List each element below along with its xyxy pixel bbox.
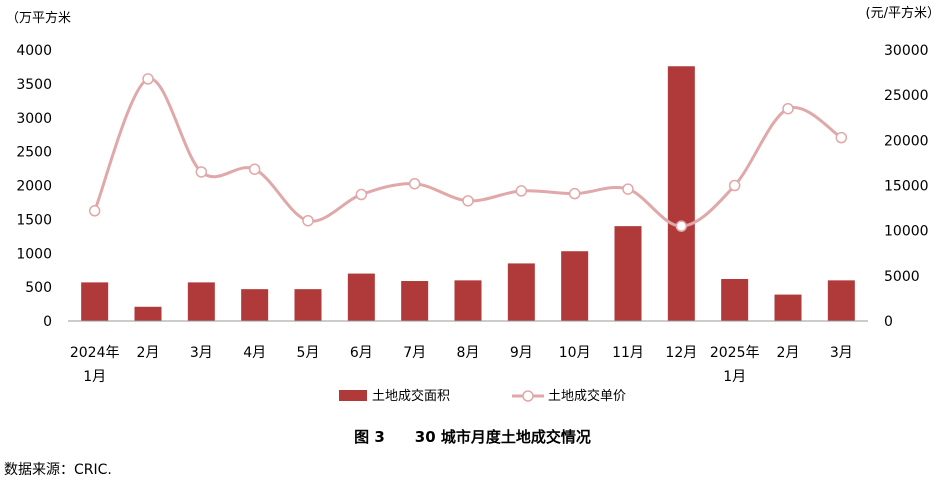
area-bar xyxy=(401,281,429,321)
area-bars xyxy=(81,66,855,321)
x-tick-labels: 2024年 1月 2月 3月 4月 5月 6月 7月 8月 9月 10月 11月 12月 2025年 1月 2… xyxy=(70,345,853,385)
price-point xyxy=(782,102,794,115)
area-bar xyxy=(614,226,642,321)
y-left-axis-label: （万平方米 xyxy=(6,10,71,26)
legend-line-marker xyxy=(522,390,534,402)
x-tick-label-line2: 1月 xyxy=(723,369,746,385)
x-tick-label: 2月 xyxy=(777,345,800,361)
y-left-tick-label: 1000 xyxy=(16,246,52,262)
price-point xyxy=(675,220,688,232)
price-point xyxy=(515,185,528,197)
y-left-tick-label: 0 xyxy=(43,314,52,330)
x-tick-label: 3月 xyxy=(190,345,213,361)
y-left-tick-label: 4000 xyxy=(16,43,52,59)
legend-line-label: 土地成交单价 xyxy=(548,388,626,404)
y-right-tick-label: 15000 xyxy=(884,179,929,195)
price-point xyxy=(835,131,848,144)
x-tick-label: 8月 xyxy=(457,345,480,361)
x-tick-label: 2024年 xyxy=(70,345,120,361)
price-point xyxy=(355,188,368,201)
x-tick-label: 2025年 xyxy=(710,345,760,361)
y-right-axis-label: (元/平方米） xyxy=(866,5,940,21)
legend-bar-swatch xyxy=(339,390,367,401)
y-right-tick-label: 25000 xyxy=(884,88,929,104)
area-bar xyxy=(667,66,695,321)
area-bar xyxy=(294,289,322,321)
x-tick-label-line2: 1月 xyxy=(83,369,106,385)
x-tick-label: 3月 xyxy=(830,345,853,361)
land-transaction-chart: （万平方米 (元/平方米） 0 500 1000 1500 2000 2500 3000 35… xyxy=(6,5,940,404)
price-line-series xyxy=(88,73,848,232)
y-left-tick-labels: 0 500 1000 1500 2000 2500 3000 3500 4000 xyxy=(16,43,52,330)
data-source-note: 数据来源：CRIC. xyxy=(4,462,112,478)
price-point xyxy=(408,177,421,190)
price-point xyxy=(248,163,261,175)
legend: 土地成交面积 土地成交单价 xyxy=(339,388,626,404)
x-tick-label: 6月 xyxy=(350,345,373,361)
price-point xyxy=(88,205,101,217)
y-left-tick-label: 3500 xyxy=(16,77,52,93)
y-right-tick-label: 30000 xyxy=(884,43,929,59)
area-bar xyxy=(81,282,109,321)
price-point xyxy=(195,166,208,178)
area-bar xyxy=(454,280,482,321)
x-tick-label: 7月 xyxy=(403,345,426,361)
y-right-tick-label: 10000 xyxy=(884,224,929,240)
figure-caption-label: 图 3 xyxy=(354,428,385,446)
legend-bar-label: 土地成交面积 xyxy=(372,388,450,404)
y-right-tick-label: 5000 xyxy=(884,269,920,285)
price-line-path xyxy=(93,77,843,228)
price-point xyxy=(568,187,581,200)
price-point xyxy=(622,183,634,195)
x-tick-label: 12月 xyxy=(665,345,697,361)
price-point xyxy=(302,214,314,227)
figure-caption-title: 30 城市月度土地成交情况 xyxy=(414,428,591,446)
figure-caption: 图 3 30 城市月度土地成交情况 xyxy=(0,426,945,447)
y-left-tick-label: 1500 xyxy=(16,212,52,228)
y-right-tick-labels: 0 5000 10000 15000 20000 25000 30000 xyxy=(884,43,929,330)
area-bar xyxy=(561,251,589,321)
area-bar xyxy=(187,282,215,321)
y-right-tick-label: 0 xyxy=(884,314,893,330)
x-tick-label: 9月 xyxy=(510,345,533,361)
price-point xyxy=(728,179,741,192)
area-bar xyxy=(827,280,855,321)
area-bar xyxy=(347,273,375,321)
x-tick-label: 11月 xyxy=(612,345,644,361)
area-bar xyxy=(241,289,269,321)
x-tick-label: 2月 xyxy=(137,345,160,361)
y-left-tick-label: 3000 xyxy=(16,111,52,127)
price-point xyxy=(142,73,154,85)
y-left-tick-label: 2000 xyxy=(16,179,52,195)
y-left-tick-label: 2500 xyxy=(16,145,52,161)
price-point xyxy=(462,195,474,207)
y-left-tick-label: 500 xyxy=(25,280,52,296)
y-right-tick-label: 20000 xyxy=(884,133,929,149)
area-bar xyxy=(721,278,749,321)
x-tick-label: 4月 xyxy=(243,345,266,361)
area-bar xyxy=(507,263,535,321)
area-bar xyxy=(774,294,802,321)
x-tick-label: 5月 xyxy=(297,345,320,361)
area-bar xyxy=(134,306,162,321)
x-tick-label: 10月 xyxy=(559,345,591,361)
